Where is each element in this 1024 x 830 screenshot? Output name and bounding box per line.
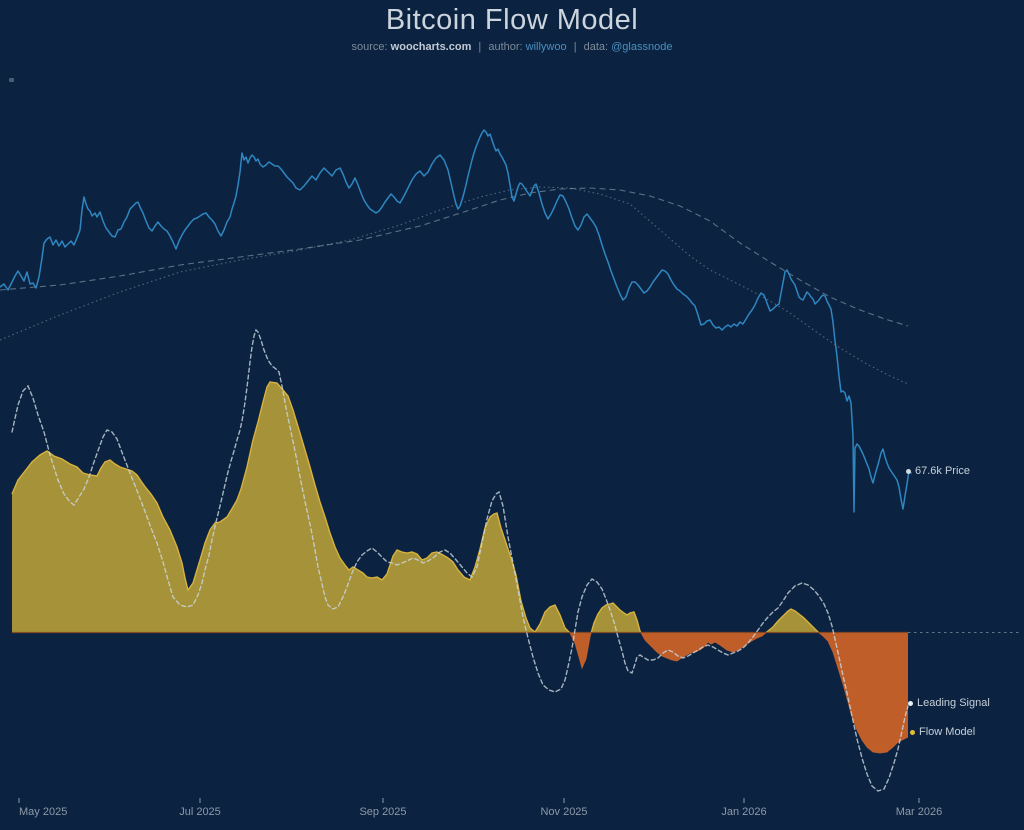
flow-model-dot-icon bbox=[910, 729, 915, 735]
source-label: source: bbox=[351, 41, 388, 53]
flow-model-text: Flow Model bbox=[919, 726, 976, 738]
leading-signal-label: Leading Signal bbox=[908, 697, 990, 709]
flow-model-label: Flow Model bbox=[910, 726, 975, 738]
subtitle-separator: | bbox=[478, 41, 482, 53]
leading-signal-dot-icon bbox=[908, 700, 913, 706]
ma-fast-dotted-line bbox=[0, 186, 909, 385]
author-link[interactable]: willywoo bbox=[525, 41, 567, 53]
stray-dot bbox=[9, 78, 14, 82]
x-axis-label: May 2025 bbox=[19, 806, 67, 818]
x-axis-label: Mar 2026 bbox=[896, 806, 942, 818]
data-link[interactable]: @glassnode bbox=[611, 41, 673, 53]
data-label: data: bbox=[583, 41, 609, 53]
author-label: author: bbox=[488, 41, 523, 53]
flow-model-edge-negative bbox=[534, 632, 909, 754]
price-end-text: 67.6k Price bbox=[915, 465, 971, 477]
x-axis-label: Jan 2026 bbox=[721, 806, 766, 818]
leading-signal-line bbox=[11, 328, 909, 792]
x-axis-label: Jul 2025 bbox=[179, 806, 221, 818]
chart-subtitle: source: woocharts.com | author: willywoo… bbox=[0, 41, 1024, 53]
ma-slow-dashed-line bbox=[0, 187, 909, 327]
page-title: Bitcoin Flow Model bbox=[385, 4, 639, 36]
flow-model-edge-positive bbox=[11, 381, 820, 633]
source-value: woocharts.com bbox=[390, 41, 472, 53]
price-line bbox=[0, 129, 912, 513]
price-end-label: 67.6k Price bbox=[906, 465, 970, 477]
price-end-dot-icon bbox=[906, 468, 911, 474]
x-axis-label: Nov 2025 bbox=[540, 806, 587, 818]
subtitle-separator: | bbox=[573, 41, 577, 53]
x-axis: May 2025 Jul 2025 Sep 2025 Nov 2025 Jan 2026… bbox=[18, 798, 942, 818]
leading-signal-text: Leading Signal bbox=[917, 697, 990, 709]
flow-model-area-positive bbox=[12, 382, 908, 633]
x-axis-label: Sep 2025 bbox=[359, 806, 406, 818]
